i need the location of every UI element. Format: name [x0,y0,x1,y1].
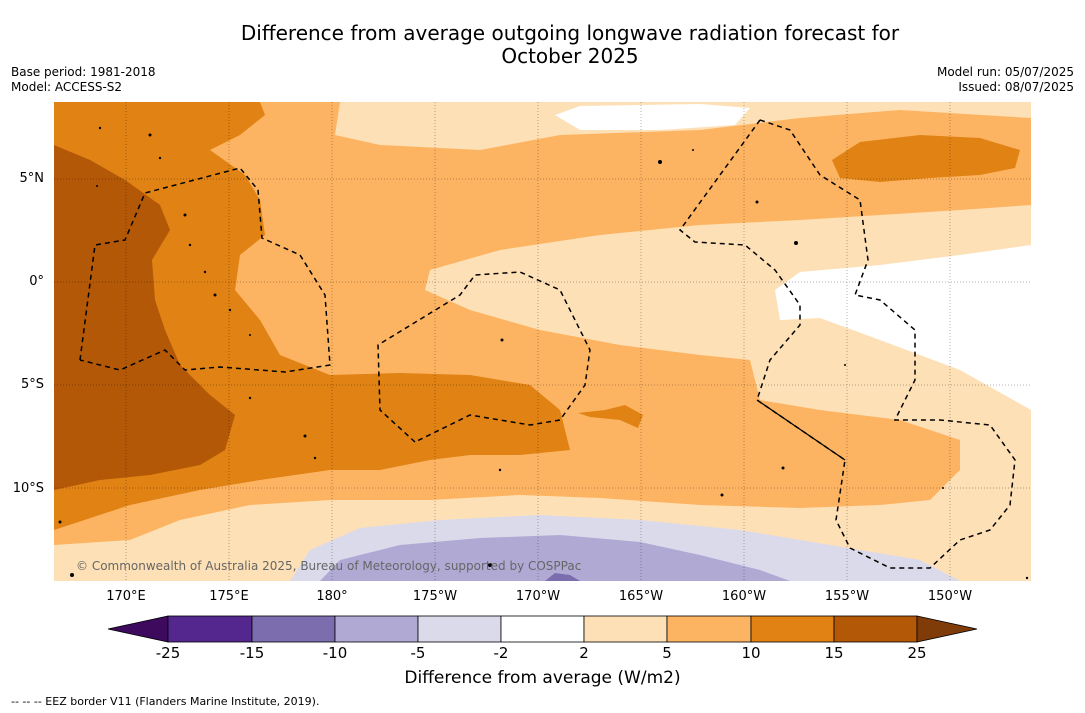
colorbar-high-extend [916,615,978,643]
anomaly-15-25-region [54,145,235,490]
lat-label-0: 0° [29,274,44,289]
colorbar-tick: -10 [322,644,348,662]
meta-left: Base period: 1981-2018 Model: ACCESS-S2 [11,65,156,95]
lon-label-175w: 175°W [412,589,458,604]
colorbar-low-extend [107,615,169,643]
title-line-1: Difference from average outgoing longwav… [240,21,900,45]
anomaly-neg5-neg10-region [320,535,790,581]
lon-label-165w: 165°W [618,589,664,604]
lat-label-10s: 10°S [12,481,44,496]
colorbar-bin-7 [666,615,752,643]
model-name: Model: ACCESS-S2 [11,80,123,94]
colorbar-tick: 5 [662,644,672,662]
colorbar-title: Difference from average (W/m2) [404,668,681,688]
lon-label-170e: 170°E [106,589,146,604]
lat-label-5n: 5°N [19,171,45,186]
colorbar-tick: -25 [155,644,181,662]
lon-label-150w: 150°W [927,589,973,604]
copyright-notice: © Commonwealth of Australia 2025, Bureau… [76,559,582,573]
lon-label-180: 180° [316,589,348,604]
lon-label-155w: 155°W [824,589,870,604]
islands [58,126,1029,580]
colorbar-bin-2 [251,615,336,643]
lon-label-175e: 175°E [209,589,249,604]
meta-right: Model run: 05/07/2025 Issued: 08/07/2025 [937,65,1074,95]
colorbar-bin-8 [750,615,835,643]
lat-label-5s: 5°S [20,377,44,392]
map-title: Difference from average outgoing longwav… [0,22,1085,68]
colorbar-bin-6 [583,615,668,643]
colorbar-tick: 15 [824,644,844,662]
colorbar-tick: -5 [410,644,426,662]
colorbar-tick: -15 [239,644,265,662]
colorbar-tick: 2 [579,644,589,662]
colorbar-bin-4 [417,615,502,643]
issued-date: Issued: 08/07/2025 [958,80,1074,94]
lon-label-160w: 160°W [721,589,767,604]
base-period: Base period: 1981-2018 [11,65,156,79]
colorbar-bin-1 [167,615,253,643]
anomaly-near-zero-north [555,104,750,130]
graticule [54,102,1031,581]
model-run: Model run: 05/07/2025 [936,65,1074,79]
anomaly-10-15-patch [578,405,643,428]
colorbar-bin-3 [334,615,419,643]
colorbar-tick: -2 [493,644,509,662]
colorbar-bin-5 [500,615,585,643]
lon-label-170w: 170°W [515,589,561,604]
anomaly-10-15-east [832,135,1020,182]
colorbar-tick: 25 [907,644,927,662]
eez-legend-note: -- -- -- EEZ border V11 (Flanders Marine… [11,695,320,708]
anomaly-neg10-neg15-patch [545,573,580,581]
colorbar-tick: 10 [741,644,761,662]
title-line-2: October 2025 [501,44,639,68]
colorbar-bin-9 [833,615,918,643]
eez-borders [79,119,1016,569]
map-area [54,102,1031,581]
colorbar [107,615,978,643]
eez-solid-segment [756,399,846,461]
